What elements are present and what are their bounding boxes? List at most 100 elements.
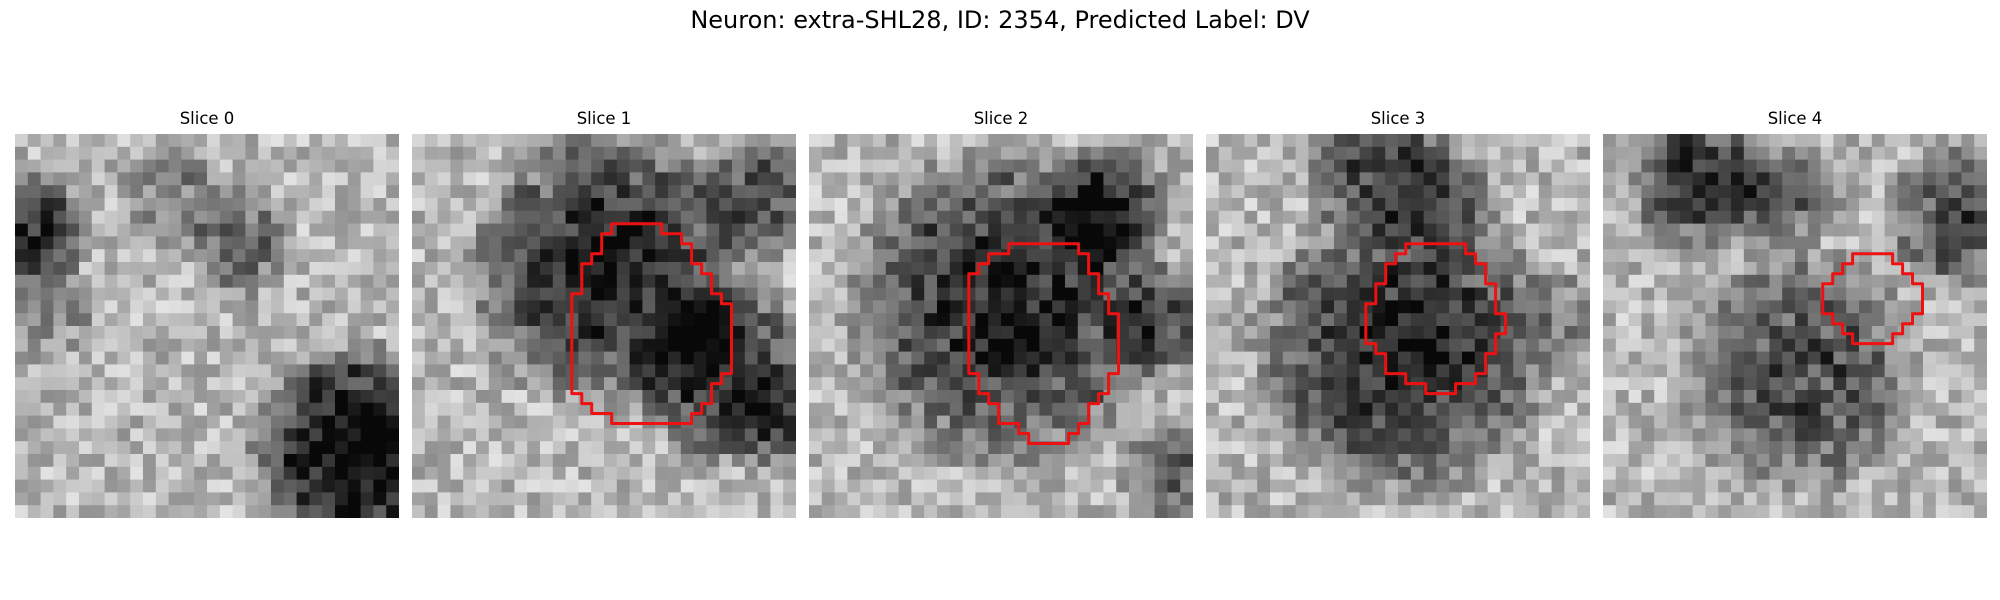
pixel — [988, 146, 1002, 160]
pixel — [552, 338, 566, 352]
pixel — [168, 377, 182, 391]
pixel — [373, 210, 387, 224]
pixel — [680, 287, 694, 301]
pixel — [1897, 402, 1911, 416]
pixel — [15, 134, 29, 148]
pixel — [1513, 198, 1527, 212]
pixel — [1833, 172, 1847, 186]
pixel — [873, 159, 887, 173]
pixel — [1398, 198, 1412, 212]
pixel — [616, 505, 630, 518]
pixel — [1846, 134, 1860, 148]
pixel — [1513, 313, 1527, 327]
pixel — [1295, 492, 1309, 506]
pixel — [258, 134, 272, 148]
pixel — [1897, 428, 1911, 442]
pixel — [335, 402, 349, 416]
pixel — [757, 185, 771, 199]
pixel — [514, 223, 528, 237]
pixel — [463, 402, 477, 416]
pixel — [1065, 223, 1079, 237]
pixel — [1884, 505, 1898, 518]
pixel — [1372, 146, 1386, 160]
pixel — [1334, 249, 1348, 263]
pixel — [1615, 172, 1629, 186]
pixel — [1001, 146, 1015, 160]
pixel — [1231, 134, 1245, 148]
pixel — [27, 249, 41, 263]
pixel — [1449, 134, 1463, 148]
pixel — [1359, 466, 1373, 480]
pixel — [770, 428, 784, 442]
pixel — [642, 479, 656, 493]
pixel — [1129, 390, 1143, 404]
pixel — [296, 441, 310, 455]
pixel — [1423, 198, 1437, 212]
pixel — [1141, 326, 1155, 340]
pixel — [309, 338, 323, 352]
pixel — [1769, 326, 1783, 340]
pixel — [1270, 274, 1284, 288]
pixel — [591, 185, 605, 199]
pixel — [1141, 390, 1155, 404]
pixel — [1551, 338, 1565, 352]
pixel — [335, 441, 349, 455]
pixel — [540, 146, 554, 160]
pixel — [834, 415, 848, 429]
pixel — [1500, 454, 1514, 468]
pixel — [898, 236, 912, 250]
pixel — [1513, 210, 1527, 224]
pixel — [732, 428, 746, 442]
pixel — [1346, 492, 1360, 506]
pixel — [373, 146, 387, 160]
pixel — [1551, 134, 1565, 148]
pixel — [693, 326, 707, 340]
pixel — [1782, 287, 1796, 301]
pixel — [1065, 402, 1079, 416]
pixel — [1603, 262, 1617, 276]
pixel — [412, 428, 426, 442]
pixel — [809, 479, 823, 493]
pixel — [1244, 274, 1258, 288]
pixel — [1705, 492, 1719, 506]
pixel — [1129, 338, 1143, 352]
pixel — [53, 313, 67, 327]
pixel — [744, 134, 758, 148]
pixel — [1961, 415, 1975, 429]
pixel — [219, 159, 233, 173]
pixel — [1974, 466, 1987, 480]
pixel — [476, 287, 490, 301]
pixel — [1859, 146, 1873, 160]
pixel — [1026, 146, 1040, 160]
pixel — [527, 390, 541, 404]
pixel — [1603, 351, 1617, 365]
pixel — [642, 210, 656, 224]
pixel — [1385, 441, 1399, 455]
pixel — [1334, 274, 1348, 288]
pixel — [1538, 185, 1552, 199]
pixel — [604, 505, 618, 518]
pixel — [527, 466, 541, 480]
pixel — [424, 262, 438, 276]
pixel — [719, 338, 733, 352]
pixel — [309, 326, 323, 340]
pixel — [296, 390, 310, 404]
pixel — [1359, 134, 1373, 148]
pixel — [309, 300, 323, 314]
pixel — [155, 492, 169, 506]
pixel — [283, 441, 297, 455]
pixel — [488, 428, 502, 442]
pixel — [283, 338, 297, 352]
pixel — [1526, 428, 1540, 442]
pixel — [616, 454, 630, 468]
pixel — [591, 159, 605, 173]
pixel — [540, 377, 554, 391]
pixel — [1833, 377, 1847, 391]
pixel — [1065, 466, 1079, 480]
pixel — [501, 146, 515, 160]
pixel — [834, 479, 848, 493]
pixel — [194, 492, 208, 506]
pixel — [809, 338, 823, 352]
pixel — [578, 351, 592, 365]
pixel — [1961, 249, 1975, 263]
